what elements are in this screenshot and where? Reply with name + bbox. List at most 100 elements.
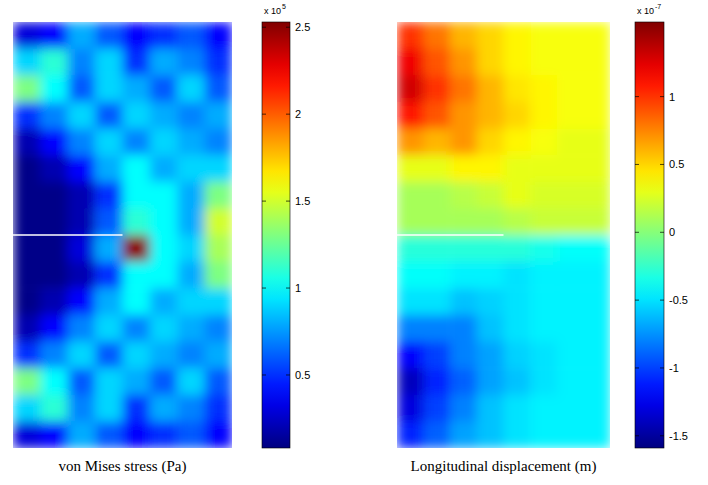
cell: [397, 22, 424, 49]
cell: [557, 22, 584, 49]
cell: [40, 315, 68, 342]
cell: [123, 49, 151, 76]
cell: [150, 182, 178, 209]
cell: [13, 342, 41, 369]
cell: [68, 129, 96, 156]
cell: [557, 182, 584, 209]
cell: [150, 368, 178, 395]
cell: [424, 368, 451, 395]
cell: [557, 102, 584, 129]
cell: [205, 208, 232, 235]
cell: [477, 22, 504, 49]
cell: [557, 155, 584, 182]
cell: [504, 395, 531, 422]
cell: [40, 182, 68, 209]
cell: [583, 102, 610, 129]
tick: [262, 114, 266, 115]
tick-label: 0: [669, 226, 675, 238]
cell: [477, 235, 504, 262]
tick-label: -1.5: [669, 430, 688, 442]
cell: [177, 129, 205, 156]
cell: [123, 208, 151, 235]
cell: [13, 155, 41, 182]
cell: [40, 155, 68, 182]
cell: [504, 421, 531, 448]
cell: [504, 102, 531, 129]
figure: 0.511.522.5x 105von Mises stress (Pa)-1.…: [0, 0, 708, 485]
cell: [504, 182, 531, 209]
cell: [40, 235, 68, 262]
tick: [635, 435, 639, 436]
cell: [40, 288, 68, 315]
cell: [397, 262, 424, 289]
cell: [530, 315, 557, 342]
cell: [68, 262, 96, 289]
tick: [286, 201, 290, 202]
cell: [95, 421, 123, 448]
cell: [450, 421, 477, 448]
cell: [68, 421, 96, 448]
cell: [205, 421, 232, 448]
tick: [286, 374, 290, 375]
cell: [150, 235, 178, 262]
cell: [530, 102, 557, 129]
cell: [40, 22, 68, 49]
cell: [424, 395, 451, 422]
tick-label: 1: [295, 282, 301, 294]
tick: [635, 96, 639, 97]
cell: [123, 288, 151, 315]
cell: [530, 235, 557, 262]
cell: [477, 75, 504, 102]
cell: [150, 49, 178, 76]
cell: [530, 342, 557, 369]
cell: [477, 288, 504, 315]
cell: [530, 288, 557, 315]
cell: [95, 208, 123, 235]
cell: [68, 342, 96, 369]
cell: [68, 315, 96, 342]
cell: [557, 395, 584, 422]
cell: [450, 262, 477, 289]
colorbar-multiplier: x 10: [264, 6, 281, 16]
cell: [477, 155, 504, 182]
cell: [68, 235, 96, 262]
cell: [450, 395, 477, 422]
cell: [205, 315, 232, 342]
cell: [95, 49, 123, 76]
cell: [13, 22, 41, 49]
cell: [40, 262, 68, 289]
cell: [177, 395, 205, 422]
cell: [150, 262, 178, 289]
tick-label: 2: [295, 108, 301, 120]
cell: [95, 342, 123, 369]
tick: [262, 288, 266, 289]
cell: [40, 208, 68, 235]
cell: [13, 368, 41, 395]
crack: [13, 234, 123, 236]
field-plot: [13, 22, 232, 448]
cell: [583, 208, 610, 235]
cell: [557, 129, 584, 156]
cell: [477, 395, 504, 422]
cell: [583, 75, 610, 102]
caption: Longitudinal displacement (m): [411, 458, 597, 475]
cell: [150, 208, 178, 235]
cell: [583, 235, 610, 262]
cell: [397, 182, 424, 209]
cell: [150, 129, 178, 156]
cell: [397, 342, 424, 369]
cell: [40, 49, 68, 76]
cell: [397, 235, 424, 262]
cell: [68, 75, 96, 102]
cell: [450, 315, 477, 342]
cell: [123, 235, 151, 262]
cell: [583, 182, 610, 209]
tick: [262, 27, 266, 28]
cell: [583, 368, 610, 395]
caption: von Mises stress (Pa): [59, 458, 187, 475]
cell: [583, 49, 610, 76]
cell: [68, 22, 96, 49]
cell: [40, 342, 68, 369]
cell: [205, 129, 232, 156]
cell: [424, 288, 451, 315]
